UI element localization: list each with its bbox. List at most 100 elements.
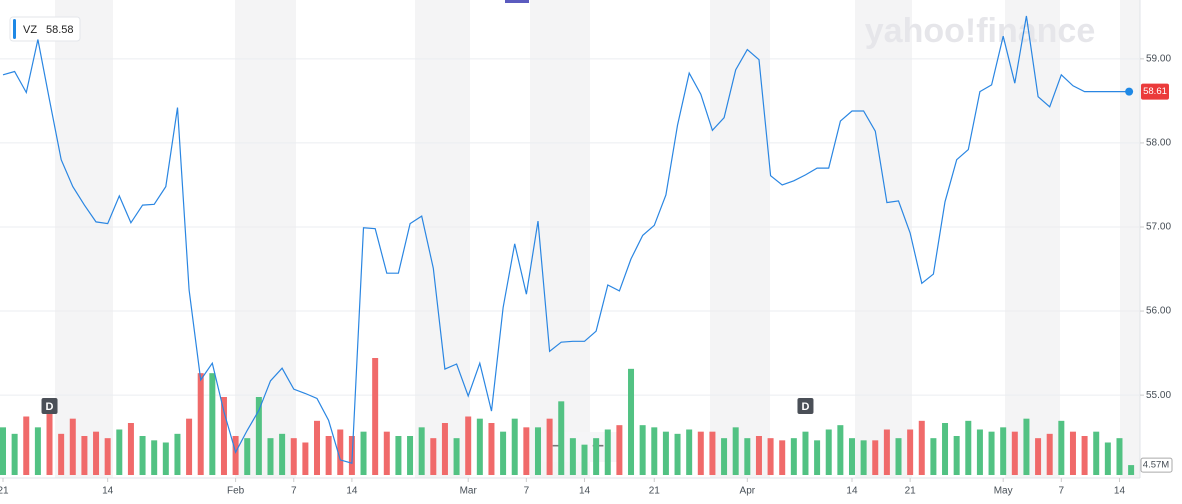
volume-bar [976, 429, 983, 475]
volume-bar [23, 416, 30, 475]
volume-bar [523, 427, 530, 475]
volume-bar [232, 436, 239, 475]
volume-bar [1069, 431, 1076, 475]
volume-bar [314, 420, 321, 475]
volume-bar [593, 438, 600, 475]
y-tick-label: 57.00 [1146, 222, 1171, 233]
volume-bar [953, 436, 960, 475]
dividend-marker [41, 398, 58, 414]
volume-bar [69, 418, 76, 475]
band [710, 0, 770, 478]
volume-bar [1046, 433, 1053, 475]
legend: VZ 58.58 [9, 16, 81, 42]
volume-bar [744, 438, 751, 475]
x-tick-label: 14 [1114, 486, 1126, 497]
volume-bar [546, 418, 553, 475]
volume-bar [907, 429, 914, 475]
price-tag [1141, 83, 1169, 100]
volume-bar [628, 368, 635, 475]
volume-bar [883, 429, 890, 475]
x-tick-label: Feb [227, 486, 245, 497]
band [55, 0, 113, 478]
x-tick-label: 7 [1059, 486, 1065, 497]
volume-bar [430, 438, 437, 475]
volume-bar [104, 438, 111, 475]
volume-bar [1081, 436, 1088, 475]
volume-bar [34, 427, 41, 475]
volume-bar [837, 425, 844, 475]
volume-bar [0, 427, 6, 475]
dividend-label: D [46, 401, 54, 413]
band [855, 0, 912, 478]
volume-bar [930, 438, 937, 475]
volume-bar [732, 427, 739, 475]
volume-bar [709, 431, 716, 475]
price-tag-label: 58.61 [1143, 86, 1167, 97]
volume-bar [616, 425, 623, 475]
y-tick-label: 55.00 [1146, 390, 1171, 401]
volume-bar [779, 440, 786, 475]
volume-bar [1011, 431, 1018, 475]
volume-bar [116, 429, 123, 475]
volume-bar [93, 431, 100, 475]
volume-bar [58, 433, 65, 475]
volume-bar [802, 431, 809, 475]
volume-bar [151, 440, 158, 475]
volume-bar [569, 438, 576, 475]
volume-bar [918, 420, 925, 475]
volume-tag-label: 4.57M [1143, 460, 1169, 471]
volume-bar [651, 427, 658, 475]
volume-bar [220, 397, 227, 475]
x-tick-label: 7 [291, 486, 297, 497]
volume-bar [1116, 438, 1123, 475]
volume-bar [825, 429, 832, 475]
volume-bar [162, 442, 169, 475]
x-tick-label: 7 [524, 486, 530, 497]
volume-bar [697, 431, 704, 475]
volume-bar [848, 438, 855, 475]
volume-bar [500, 431, 507, 475]
x-tick-label: May [994, 486, 1013, 497]
volume-bar [418, 427, 425, 475]
volume-bar [209, 373, 216, 475]
volume-bar [186, 418, 193, 475]
volume-bar [895, 438, 902, 475]
volume-bar [174, 433, 181, 475]
y-tick-label: 58.00 [1146, 138, 1171, 149]
volume-bar [872, 440, 879, 475]
volume-bar [674, 433, 681, 475]
top-indicator [505, 0, 529, 3]
volume-bar [767, 438, 774, 475]
legend-value: 58.58 [46, 24, 74, 36]
volume-bar [453, 438, 460, 475]
volume-bar [755, 436, 762, 475]
volume-bar [127, 423, 134, 475]
volume-bar [488, 423, 495, 475]
volume-bar [1093, 431, 1100, 475]
x-tick-label: 21 [649, 486, 661, 497]
x-tick-label: 14 [846, 486, 858, 497]
volume-bar [965, 420, 972, 475]
volume-bar [942, 423, 949, 475]
volume-bar [325, 436, 332, 475]
dividend-label: D [801, 401, 809, 413]
volume-bar [1058, 420, 1065, 475]
volume-bar [558, 401, 565, 475]
volume-bar [534, 427, 541, 475]
x-tick-label: 14 [102, 486, 114, 497]
legend-swatch [13, 19, 16, 39]
x-tick-label: 21 [0, 486, 9, 497]
last-price-dot [1125, 87, 1134, 96]
volume-bar [1000, 427, 1007, 475]
x-tick-label: Apr [740, 486, 756, 497]
legend-symbol: VZ [23, 24, 37, 36]
volume-bar [255, 397, 262, 475]
x-tick-label: 14 [346, 486, 358, 497]
volume-bar [511, 418, 518, 475]
volume-bar [476, 418, 483, 475]
volume-bar [814, 440, 821, 475]
volume-bar [244, 438, 251, 475]
volume-bar [290, 438, 297, 475]
